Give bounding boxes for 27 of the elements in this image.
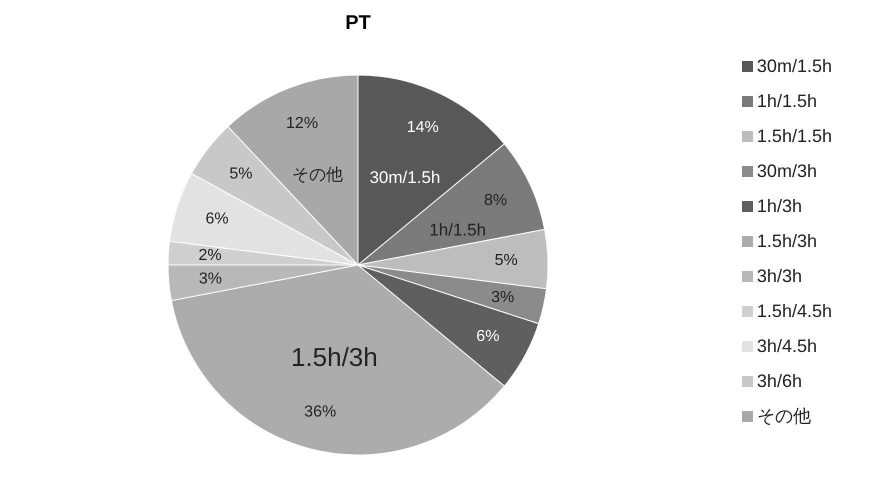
slice-label: その他 [292, 165, 343, 184]
legend-label: 3h/3h [756, 266, 802, 286]
data-label: 6% [476, 328, 500, 345]
data-label: 3% [491, 288, 514, 306]
data-label: 8% [484, 192, 508, 209]
chart-title: PT [344, 12, 372, 35]
data-label: 36% [304, 404, 336, 421]
legend-label: 30m/3h [756, 160, 817, 180]
slice-label: 1h/1.5h [429, 220, 486, 240]
legend-label: 3h/4.5h [756, 336, 817, 356]
legend-label: その他 [756, 406, 811, 426]
data-label: 12% [286, 115, 318, 132]
slice-label: 30m/1.5h [369, 168, 440, 187]
data-label: 6% [205, 210, 229, 228]
slice-label: 1.5h/3h [291, 342, 378, 372]
data-label: 5% [494, 252, 518, 269]
legend-label: 1.5h/1.5h [756, 126, 832, 146]
legend-label: 1h/3h [756, 196, 802, 216]
legend-label: 3h/6h [756, 370, 802, 390]
legend-label: 1.5h/4.5h [756, 300, 832, 320]
data-label: 14% [406, 118, 439, 136]
data-label: 3% [198, 270, 222, 288]
data-label: 5% [229, 166, 252, 183]
data-label: 2% [198, 247, 222, 264]
legend-label: 1.5h/3h [756, 230, 817, 250]
legend-label: 1h/1.5h [756, 90, 817, 110]
legend-label: 30m/1.5h [756, 56, 832, 76]
